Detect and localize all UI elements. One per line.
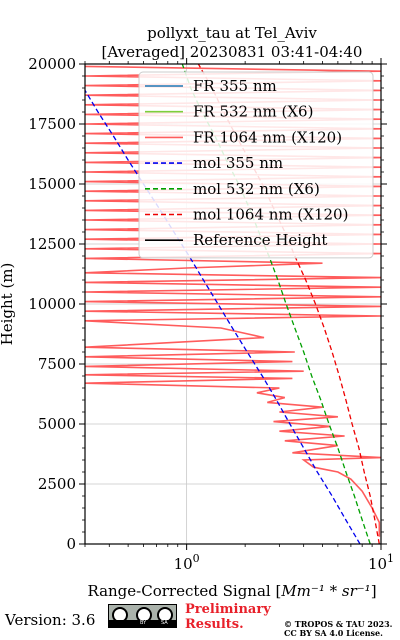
- y-tick-label: 0: [66, 535, 76, 553]
- y-tick-label: 12500: [28, 235, 76, 253]
- x-tick-base: 10: [174, 555, 193, 573]
- lidar-profile-chart: pollyxt_tau at Tel_Aviv [Averaged] 20230…: [0, 24, 394, 600]
- y-tick-label: 15000: [28, 175, 76, 193]
- legend-box: [138, 71, 374, 259]
- preliminary-line1: Preliminary: [185, 602, 271, 617]
- x-axis-label-prefix: Range-Corrected Signal [: [87, 582, 281, 600]
- legend-label: mol 1064 nm (X120): [193, 206, 348, 224]
- x-tick-label: 101: [368, 552, 394, 573]
- y-tick-label: 7500: [38, 355, 76, 373]
- preliminary-note: Preliminary Results.: [185, 602, 271, 632]
- x-tick-exponent: 0: [193, 552, 200, 565]
- preliminary-line2: Results.: [185, 617, 244, 632]
- y-tick-label: 10000: [28, 295, 76, 313]
- chart-title-line2: [Averaged] 20230831 03:41-04:40: [102, 43, 363, 61]
- cc-by-label: BY: [140, 620, 147, 626]
- copyright-line2: CC BY SA 4.0 License.: [284, 628, 383, 638]
- legend-label: FR 1064 nm (X120): [193, 128, 342, 146]
- legend-label: FR 355 nm: [193, 77, 277, 95]
- x-tick-exponent: 1: [387, 552, 394, 565]
- axis-ticks: 0250050007500100001250015000175002000010…: [28, 55, 394, 573]
- y-tick-label: 2500: [38, 475, 76, 493]
- cc-license-logo: BY SA: [108, 604, 177, 628]
- y-axis-label: Height (m): [0, 263, 16, 346]
- series-line-mol-355-nm: [85, 89, 361, 544]
- legend-label: FR 532 nm (X6): [193, 103, 313, 121]
- copyright-line1: © TROPOS & TAU 2023.: [284, 619, 393, 629]
- x-axis-label: Range-Corrected Signal [Mm⁻¹ * sr⁻¹]: [87, 582, 376, 600]
- version-text: Version: 3.6: [5, 611, 96, 629]
- legend-label: mol 532 nm (X6): [193, 180, 320, 198]
- cc-label-bar: [109, 620, 176, 627]
- legend-label: mol 355 nm: [193, 154, 283, 172]
- x-tick-base: 10: [368, 555, 387, 573]
- legend-label: Reference Height: [193, 231, 327, 249]
- copyright-note: © TROPOS & TAU 2023. CC BY SA 4.0 Licens…: [284, 620, 392, 638]
- x-axis-label-unit: Mm⁻¹ * sr⁻¹: [280, 582, 370, 600]
- y-tick-label: 20000: [28, 55, 76, 73]
- x-axis-label-suffix: ]: [371, 582, 377, 600]
- y-tick-label: 17500: [28, 115, 76, 133]
- chart-legend: FR 355 nm FR 532 nm (X6) FR 1064 nm (X120)…: [138, 71, 374, 259]
- chart-title-line1: pollyxt_tau at Tel_Aviv: [147, 24, 317, 42]
- cc-sa-label: SA: [161, 620, 168, 626]
- x-tick-label: 100: [174, 552, 200, 573]
- y-tick-label: 5000: [38, 415, 76, 433]
